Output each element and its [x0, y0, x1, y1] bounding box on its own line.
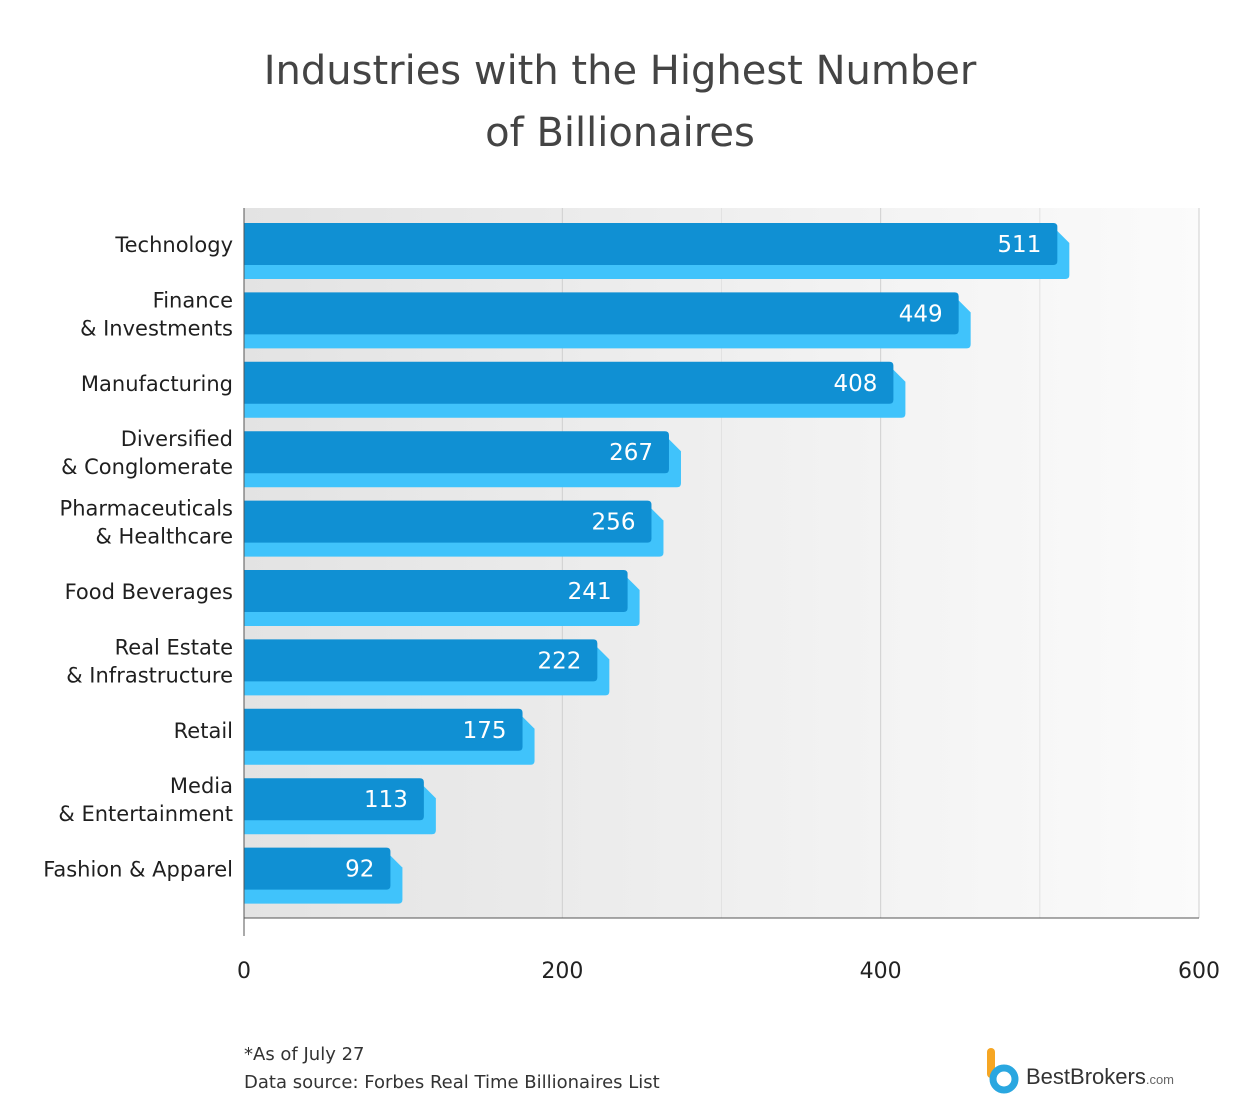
- bar-value-label: 175: [463, 718, 507, 744]
- logo-suffix: .com: [1145, 1072, 1174, 1087]
- bar-group: 511: [244, 223, 1070, 279]
- bar-value-label: 408: [833, 371, 877, 397]
- x-tick-label: 400: [860, 959, 902, 984]
- x-axis-ticks: 0 200 400 600: [237, 959, 1220, 984]
- category-labels: Technology Finance & Investments Manufactur…: [43, 233, 233, 882]
- bar: [244, 639, 598, 682]
- bar-value-label: 256: [592, 510, 636, 536]
- bar-value-label: 511: [997, 232, 1041, 258]
- category-label: Food Beverages: [65, 580, 233, 604]
- category-label: & Healthcare: [95, 525, 233, 549]
- category-label: Media: [170, 774, 233, 798]
- bar-value-label: 222: [537, 648, 581, 674]
- bars: 511 449 408 267 256 241 222 175 113 92: [244, 223, 1070, 904]
- bar-group: 92: [244, 847, 403, 904]
- category-label: Technology: [114, 233, 233, 257]
- x-tick-label: 600: [1178, 959, 1220, 984]
- category-label: & Conglomerate: [61, 455, 233, 479]
- chart-title-line-1: Industries with the Highest Number: [263, 48, 977, 94]
- category-label: Pharmaceuticals: [60, 497, 233, 521]
- footnote-source: Data source: Forbes Real Time Billionair…: [244, 1072, 660, 1093]
- bar-value-label: 113: [364, 787, 408, 813]
- category-label: Fashion & Apparel: [43, 858, 233, 882]
- bar-value-label: 241: [568, 579, 612, 605]
- logo-name: BestBrokers: [1026, 1064, 1146, 1089]
- bar: [244, 570, 628, 612]
- x-tick-label: 0: [237, 959, 251, 984]
- bar: [244, 778, 424, 821]
- category-label: & Infrastructure: [66, 663, 233, 687]
- bar: [244, 708, 523, 751]
- bar-group: 113: [244, 778, 436, 835]
- bar-value-label: 92: [345, 857, 374, 883]
- category-label: Manufacturing: [81, 372, 233, 396]
- bar-group: 222: [244, 639, 610, 696]
- bar-group: 449: [244, 292, 971, 349]
- bar-group: 267: [244, 431, 681, 488]
- bar: [244, 223, 1058, 265]
- category-label: Retail: [174, 719, 233, 743]
- bar-group: 175: [244, 708, 535, 765]
- bestbrokers-b-logo-icon: [987, 1048, 1019, 1094]
- bar: [244, 500, 652, 543]
- bar: [244, 431, 669, 474]
- footnote-date: *As of July 27: [244, 1044, 365, 1065]
- bar-value-label: 449: [899, 301, 943, 327]
- category-label: Finance: [153, 288, 233, 312]
- bar: [244, 847, 391, 890]
- bar-group: 256: [244, 500, 664, 557]
- category-label: & Investments: [80, 316, 233, 340]
- brand-logo: BestBrokers.com: [984, 1046, 1204, 1096]
- bar-value-label: 267: [609, 440, 653, 466]
- category-label: Real Estate: [115, 635, 233, 659]
- bar-group: 408: [244, 361, 906, 418]
- category-label: Diversified: [121, 427, 233, 451]
- bar: [244, 361, 894, 404]
- category-label: & Entertainment: [58, 802, 233, 826]
- chart-title-line-2: of Billionaires: [485, 110, 755, 156]
- x-tick-label: 200: [541, 959, 583, 984]
- bar-group: 241: [244, 570, 640, 626]
- bar: [244, 292, 959, 335]
